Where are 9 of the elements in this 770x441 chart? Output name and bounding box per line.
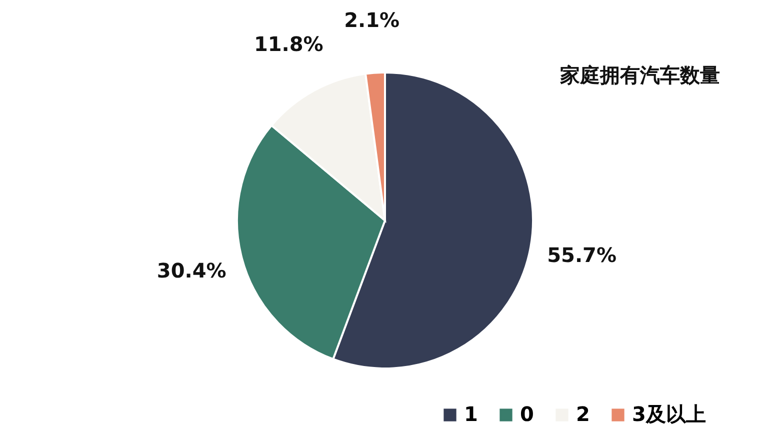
data-label: 2.1%	[344, 8, 400, 32]
text: 家庭拥有汽车数量	[559, 63, 720, 87]
legend-label: 2	[576, 402, 590, 426]
data-label: 11.8%	[254, 32, 324, 56]
legend-label: 3及以上	[632, 402, 706, 426]
data-label: 55.7%	[547, 243, 616, 268]
legend-label: 0	[520, 402, 534, 426]
data-label: 30.4%	[156, 258, 226, 282]
legend-label: 1	[464, 402, 478, 426]
